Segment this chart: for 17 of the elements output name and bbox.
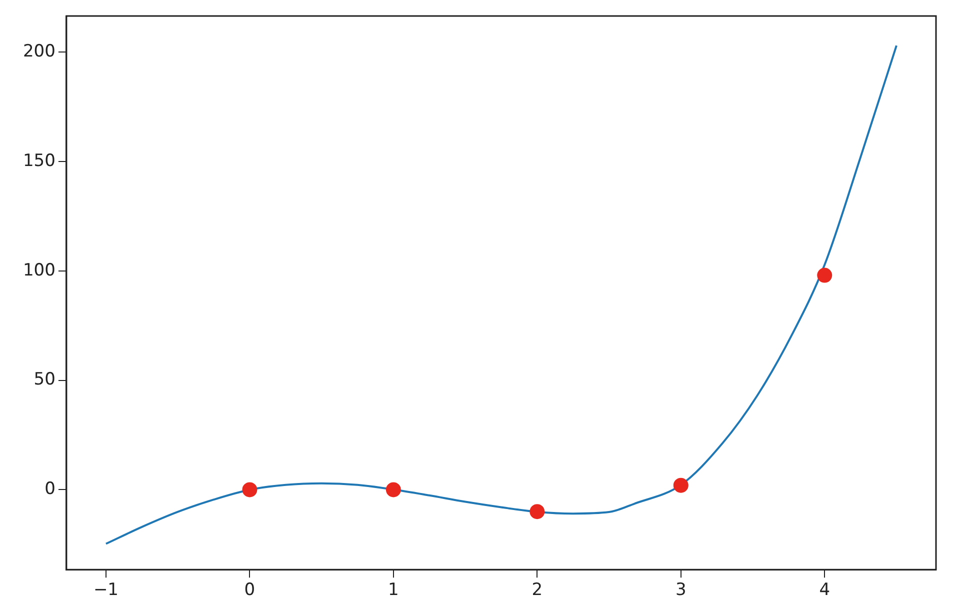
y-tick-label: 150	[22, 150, 56, 171]
x-tick-label: 2	[532, 580, 543, 600]
point	[242, 482, 258, 498]
x-tick-label: 1	[388, 580, 399, 600]
point	[673, 478, 688, 493]
x-tick-label: 0	[244, 580, 256, 600]
y-tick-label: 100	[22, 260, 56, 280]
point	[386, 482, 401, 498]
y-tick-label: 50	[34, 370, 56, 390]
x-tick-label: 4	[819, 580, 830, 600]
point	[817, 268, 832, 283]
y-tick-label: 0	[44, 479, 56, 500]
y-tick-label: 200	[22, 42, 56, 62]
x-tick-label: 3	[675, 580, 686, 600]
point	[530, 504, 545, 520]
x-tick-label: −1	[93, 580, 119, 600]
line-series	[104, 44, 898, 545]
